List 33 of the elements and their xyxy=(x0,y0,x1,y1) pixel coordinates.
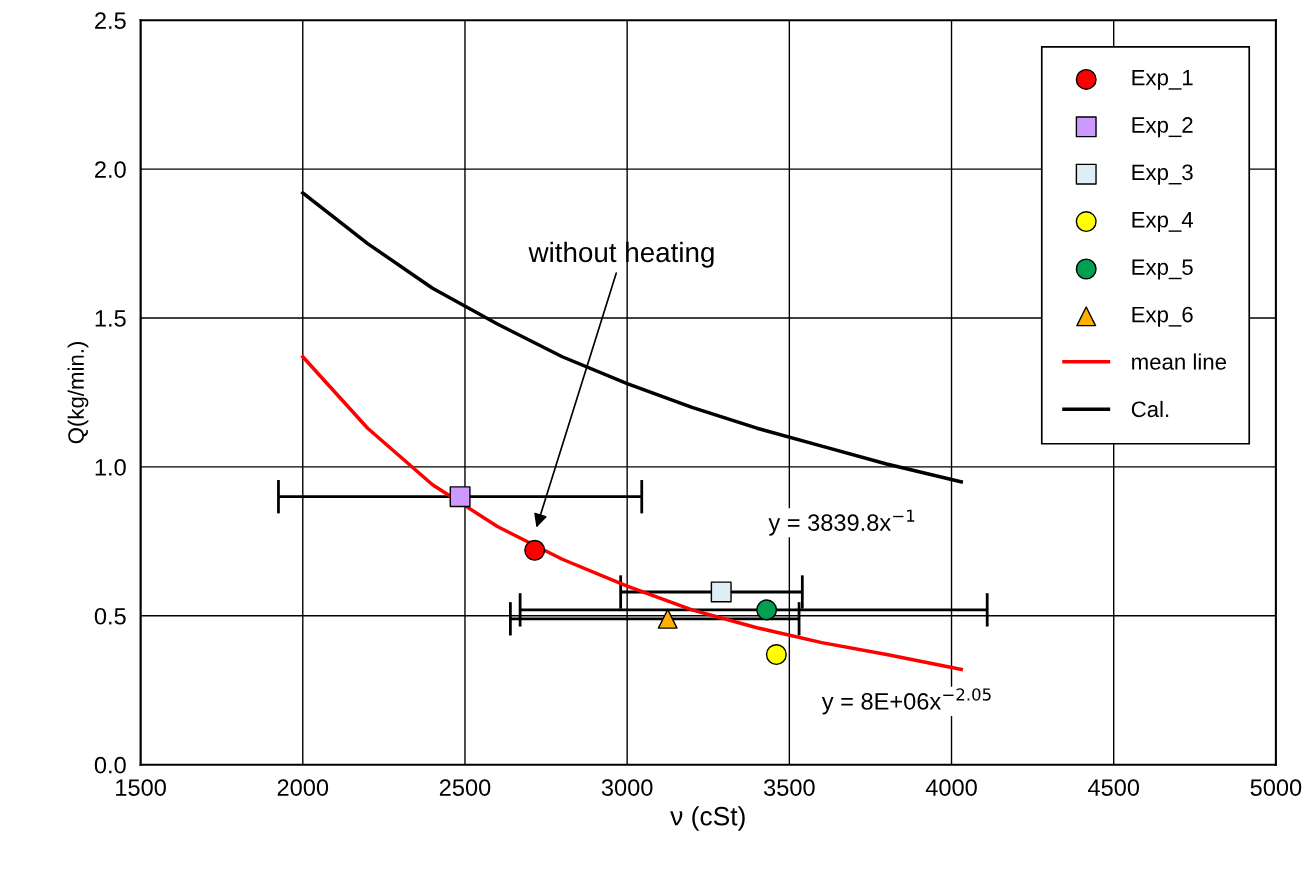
x-tick-label: 2000 xyxy=(277,779,329,796)
point xyxy=(756,599,778,621)
point xyxy=(524,539,546,561)
annotation: y = 8E+06x$^{−2.05}$ xyxy=(821,688,991,715)
annotation: y = 3839.8x$^{−1}$ xyxy=(768,509,915,536)
point xyxy=(765,644,787,666)
x-tick-label: 1500 xyxy=(116,779,166,796)
legend-label: Exp_6 xyxy=(1132,306,1193,327)
y-tick-label: 0.5 xyxy=(94,607,126,625)
legend-label: Cal. xyxy=(1131,400,1169,418)
legend-label: Exp_2 xyxy=(1132,117,1193,138)
y-tick-label: 2.0 xyxy=(95,161,126,178)
y-tick-label: 1.5 xyxy=(95,310,126,327)
x-tick-label: 3500 xyxy=(763,779,815,796)
legend-label: Exp_5 xyxy=(1132,259,1193,280)
point xyxy=(657,608,678,629)
y-axis-title: Q(kg/min.) xyxy=(67,342,89,444)
x-tick-label: 2500 xyxy=(439,779,491,796)
legend-label: mean line xyxy=(1132,353,1227,370)
y-tick-label: 2.5 xyxy=(95,12,126,30)
x-tick-label: 3000 xyxy=(601,779,653,796)
y-tick-label: 1.0 xyxy=(95,459,126,476)
legend-label: Exp_1 xyxy=(1132,69,1193,90)
x-tick-label: 4500 xyxy=(1087,779,1140,796)
point xyxy=(710,581,732,603)
legend-label: Exp_3 xyxy=(1132,164,1193,185)
x-tick-label: 5000 xyxy=(1250,779,1302,796)
y-tick-label: 0.0 xyxy=(94,756,126,774)
point xyxy=(449,486,471,508)
line-series xyxy=(301,355,963,672)
x-axis-title: ν (cSt) xyxy=(670,806,745,831)
legend-label: Exp_4 xyxy=(1132,212,1194,233)
x-tick-label: 4000 xyxy=(925,779,977,796)
